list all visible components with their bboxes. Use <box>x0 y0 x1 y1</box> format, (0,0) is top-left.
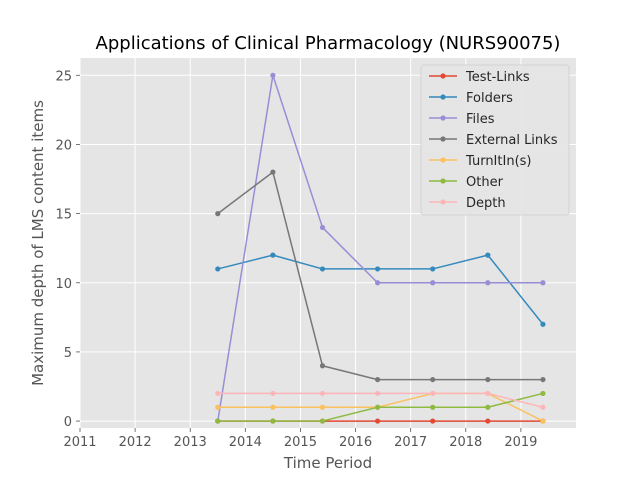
data-point-other <box>485 404 491 410</box>
legend-swatch-marker <box>440 199 446 205</box>
legend-swatch-marker <box>440 115 446 121</box>
x-tick-label: 2018 <box>449 435 482 450</box>
data-point-external-links <box>485 376 491 383</box>
data-point-depth <box>270 390 276 397</box>
y-tick-label: 10 <box>55 277 72 292</box>
y-tick-label: 15 <box>55 208 72 223</box>
data-point-test-links <box>430 418 436 424</box>
legend-label: TurnItIn(s) <box>465 154 531 169</box>
series-external-links <box>215 169 546 383</box>
data-point-external-links <box>270 169 276 175</box>
data-point-external-links <box>215 211 221 217</box>
y-tick-label: 25 <box>55 69 72 84</box>
x-tick-label: 2019 <box>504 435 537 450</box>
legend-box <box>420 64 570 216</box>
legend-label: Folders <box>466 91 513 106</box>
x-tick-label: 2014 <box>229 435 262 450</box>
legend-item-folders: Folders <box>429 91 513 106</box>
chart-title: Applications of Clinical Pharmacology (N… <box>96 33 561 54</box>
y-tick-label: 5 <box>64 346 72 361</box>
legend-item-depth: Depth <box>429 196 506 211</box>
x-tick-label: 2015 <box>284 435 317 450</box>
data-point-files <box>540 280 546 286</box>
grid-lines <box>79 58 576 428</box>
data-point-folders <box>485 252 491 258</box>
series-other <box>215 390 546 424</box>
legend-item-turnitin-s: TurnItIn(s) <box>429 154 531 169</box>
data-point-other <box>540 390 546 397</box>
data-point-external-links <box>540 376 546 383</box>
legend-item-other: Other <box>429 175 504 190</box>
data-point-folders <box>270 252 276 258</box>
series-folders <box>215 252 546 327</box>
data-point-depth <box>430 390 436 397</box>
data-point-depth <box>485 390 491 397</box>
x-tick-label: 2013 <box>174 435 207 450</box>
data-point-other <box>375 404 381 410</box>
data-point-depth <box>375 390 381 397</box>
legend-label: Depth <box>466 196 506 211</box>
legend-swatch-marker <box>440 136 446 142</box>
legend-swatch-marker <box>440 94 446 100</box>
data-point-turnitin-s <box>215 404 221 410</box>
data-point-turnitin-s <box>270 404 276 410</box>
legend-item-external-links: External Links <box>429 133 558 148</box>
x-tick-label: 2016 <box>339 435 372 450</box>
data-point-folders <box>215 266 221 272</box>
legend: Test-Links Folders Files External Links Turn… <box>420 64 570 216</box>
data-point-folders <box>430 266 436 272</box>
legend-label: Other <box>466 175 504 190</box>
series-layer <box>215 72 546 424</box>
data-point-files <box>485 280 491 286</box>
data-point-depth <box>319 390 326 397</box>
legend-swatch-marker <box>440 157 446 163</box>
legend-label: Test-Links <box>465 70 530 85</box>
data-point-turnitin-s <box>540 418 546 424</box>
legend-swatch-marker <box>440 73 446 79</box>
data-point-files <box>430 280 436 286</box>
data-point-turnitin-s <box>319 404 326 410</box>
data-point-folders <box>375 266 381 272</box>
x-tick-label: 2012 <box>119 435 152 450</box>
data-point-folders <box>540 321 546 327</box>
data-point-depth <box>215 390 221 397</box>
data-point-folders <box>319 266 326 272</box>
y-tick-label: 0 <box>64 415 72 430</box>
x-tick-label: 2011 <box>63 435 96 450</box>
legend-swatch-marker <box>440 178 446 184</box>
data-point-other <box>319 418 326 424</box>
data-point-files <box>319 224 326 231</box>
data-point-external-links <box>319 363 326 369</box>
data-point-other <box>270 418 276 424</box>
legend-item-files: Files <box>429 112 495 127</box>
data-point-other <box>430 404 436 410</box>
data-point-files <box>375 280 381 286</box>
data-point-test-links <box>375 418 381 424</box>
series-depth <box>215 390 546 410</box>
data-point-external-links <box>430 376 436 383</box>
data-point-other <box>215 418 221 424</box>
legend-label: Files <box>466 112 495 127</box>
y-axis-label: Maximum depth of LMS content items <box>29 100 47 386</box>
tick-labels: 2011 2012 2013 2014 2015 2016 2017 2018 20190510… <box>55 69 537 450</box>
data-point-depth <box>540 404 546 410</box>
x-tick-label: 2017 <box>394 435 427 450</box>
data-point-external-links <box>375 376 381 383</box>
data-point-test-links <box>485 418 491 424</box>
y-tick-label: 20 <box>55 138 72 153</box>
legend-label: External Links <box>466 133 558 148</box>
x-axis-label: Time Period <box>283 454 372 472</box>
legend-item-test-links: Test-Links <box>429 70 530 85</box>
data-point-files <box>270 72 276 78</box>
